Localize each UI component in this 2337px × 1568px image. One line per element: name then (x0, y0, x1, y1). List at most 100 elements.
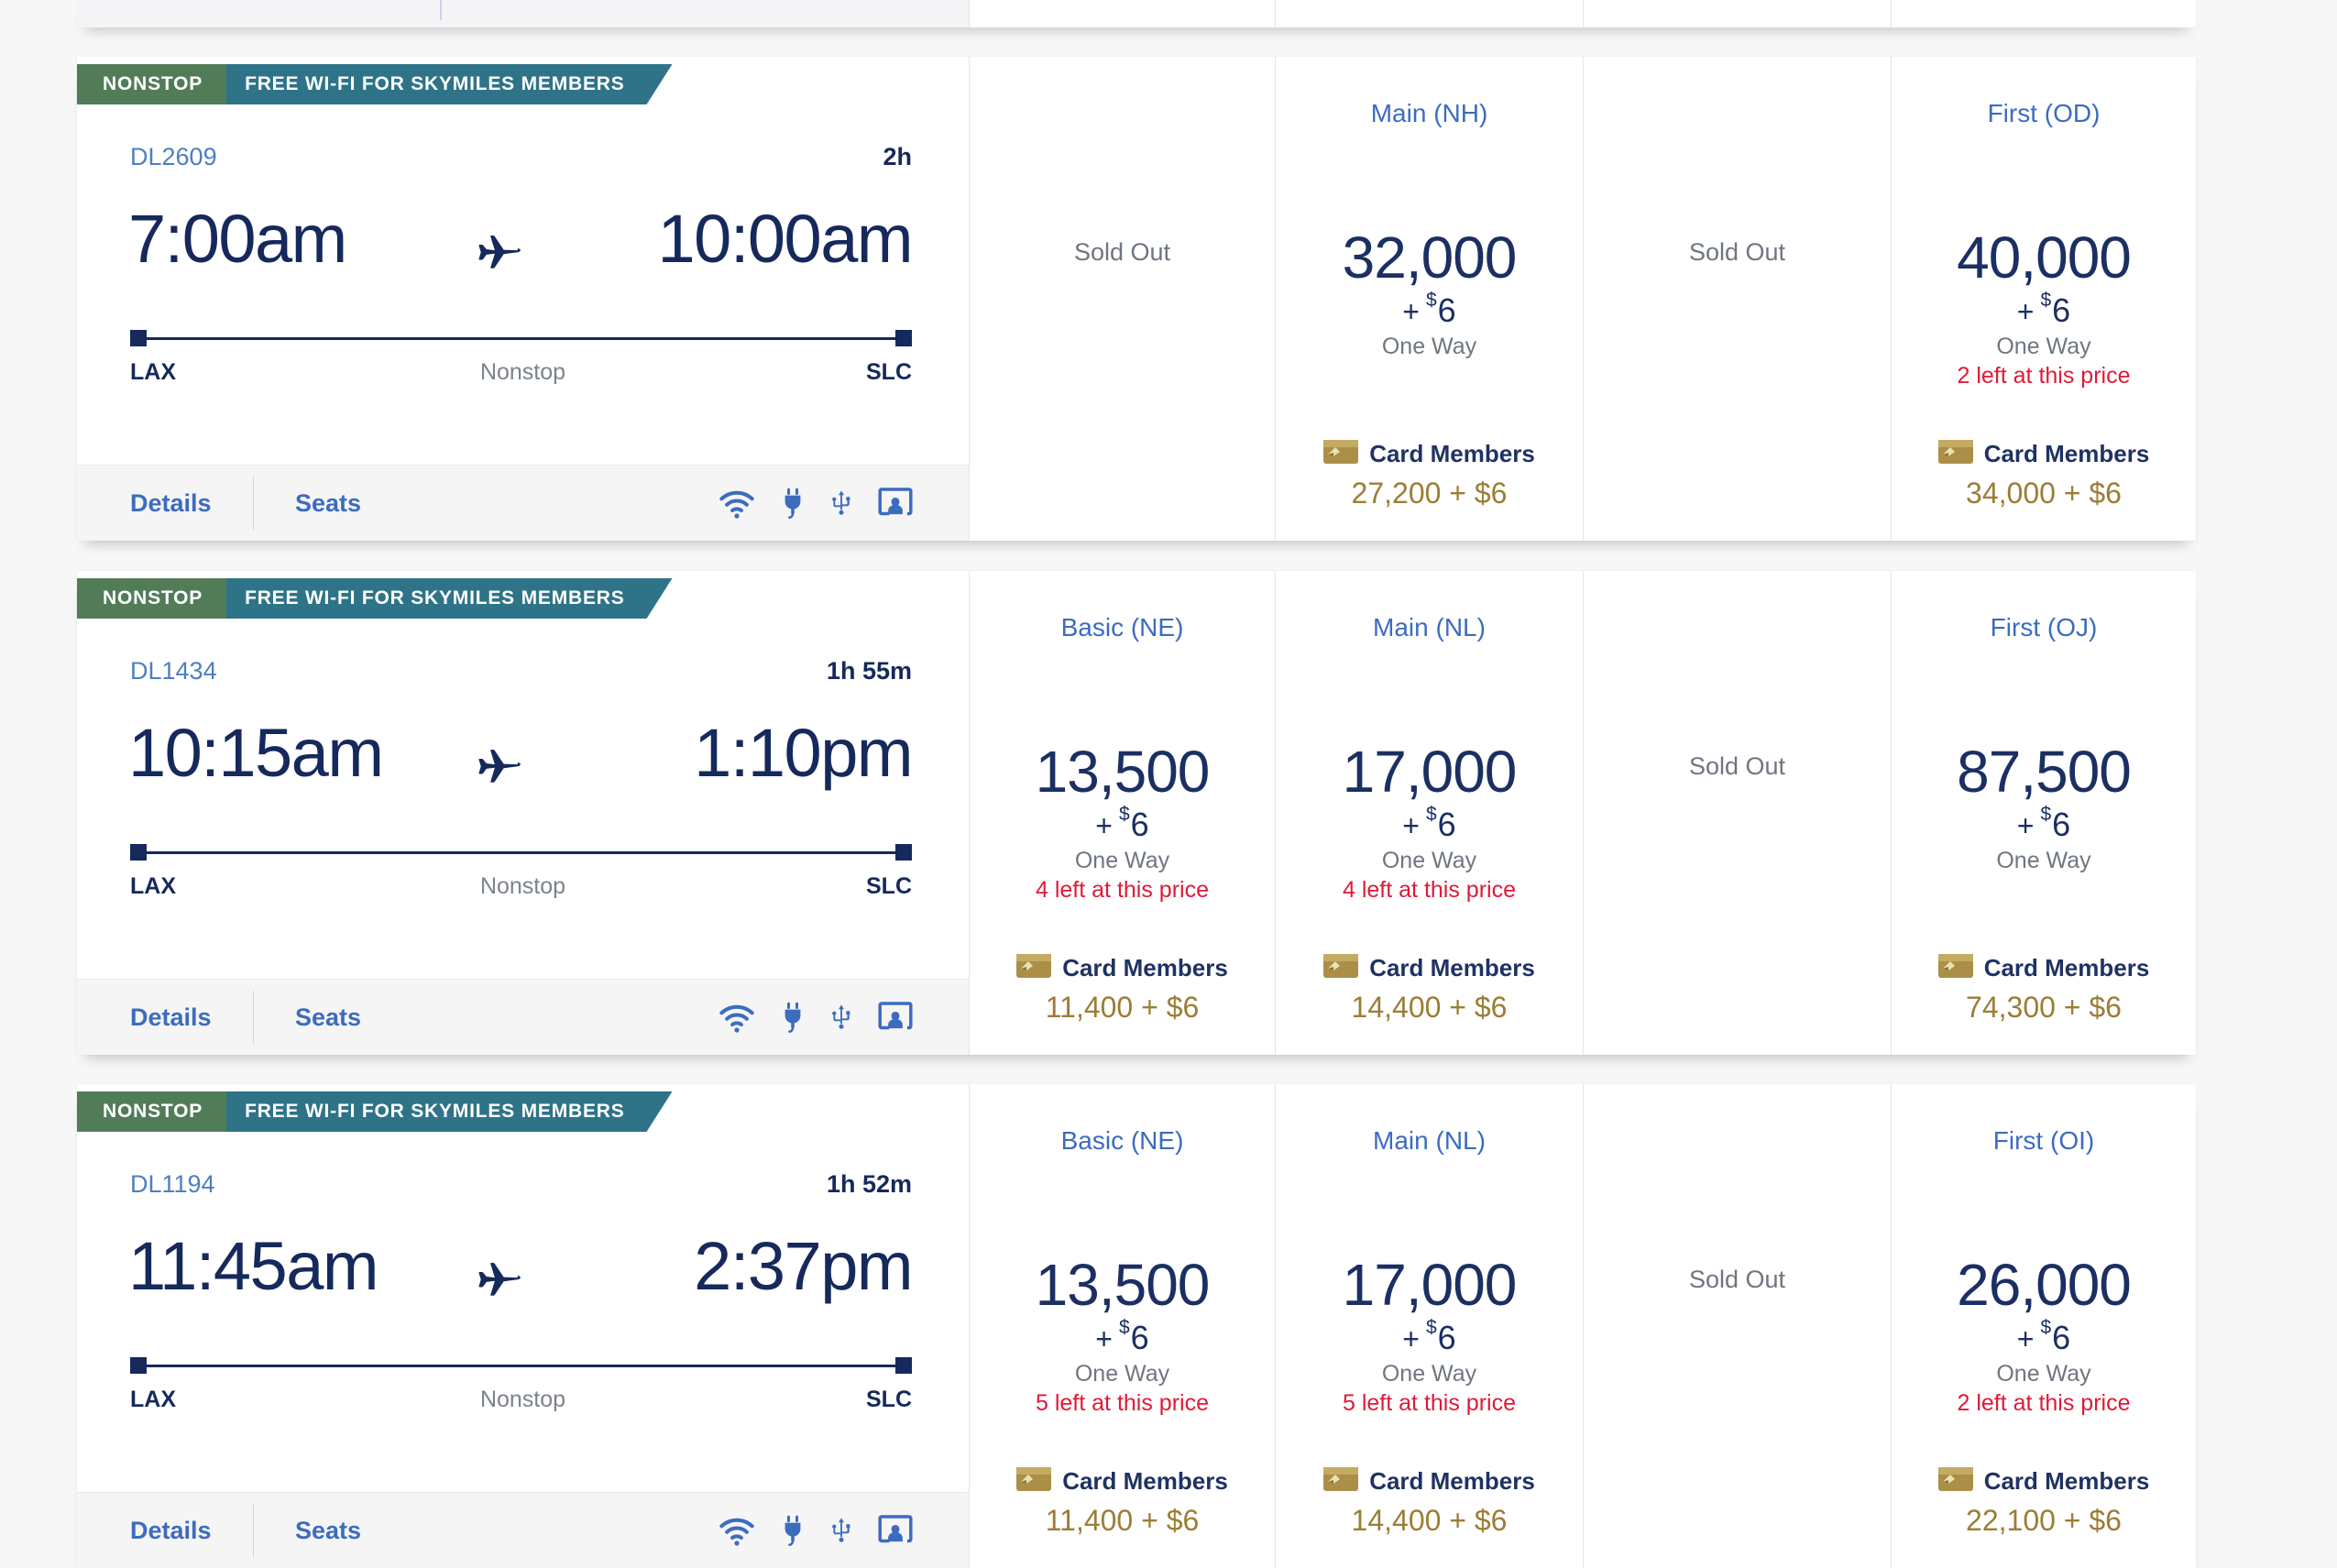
flight-number-link[interactable]: DL1194 (130, 1170, 215, 1198)
card-members-row: Card Members (1276, 954, 1583, 982)
column-divider (969, 0, 970, 27)
seats-left-warning: 4 left at this price (1343, 877, 1516, 903)
fare-miles: 17,000 (1342, 1252, 1518, 1318)
wifi-icon (716, 484, 758, 522)
airplane-icon (475, 1253, 522, 1300)
seats-left-warning: 2 left at this price (1957, 1390, 2131, 1416)
fare-brand-link[interactable]: Basic (NE) (1060, 1126, 1184, 1155)
sold-out-label: Sold Out (1073, 238, 1171, 266)
card-members-row: Card Members (1892, 954, 2196, 982)
flight-card-footer: Details Seats (77, 979, 969, 1055)
nonstop-badge: NONSTOP (77, 1091, 227, 1132)
amenity-icons (716, 1493, 917, 1568)
one-way-label: One Way (1381, 848, 1477, 873)
flight-summary-panel: NONSTOP FREE WI-FI FOR SKYMILES MEMBERS … (77, 57, 969, 541)
one-way-label: One Way (1996, 1361, 2091, 1387)
flight-number-link[interactable]: DL1434 (130, 657, 217, 685)
seats-link[interactable]: Seats (295, 1003, 362, 1031)
route-type: Nonstop (479, 1387, 566, 1412)
fare-miles: 17,000 (1342, 739, 1518, 805)
fare-brand-link[interactable]: First (OD) (1987, 99, 2101, 127)
divider (253, 477, 254, 530)
fare-cell-soldout: Sold Out (969, 57, 1275, 541)
free-wifi-badge: FREE WI-FI FOR SKYMILES MEMBERS (212, 64, 672, 104)
one-way-label: One Way (1381, 334, 1477, 359)
arrival-time: 1:10pm (694, 715, 913, 791)
seats-link[interactable]: Seats (295, 489, 362, 517)
fare-brand-link[interactable]: Main (NH) (1370, 99, 1488, 127)
details-link[interactable]: Details (130, 1003, 212, 1031)
fare-cell-first[interactable]: First (OJ) 87,500 + $6 One Way Card Membe… (1891, 571, 2196, 1055)
flight-duration: 1h 55m (826, 657, 912, 685)
fare-cell-basic[interactable]: Basic (NE) 13,500 + $6 One Way 4 left at … (969, 571, 1275, 1055)
card-members-label: Card Members (1062, 1467, 1228, 1495)
route-type: Nonstop (479, 359, 566, 385)
credit-card-icon (1937, 1467, 1973, 1496)
card-members-price: 22,100 + $6 (1966, 1504, 2122, 1537)
card-members-price: 14,400 + $6 (1351, 1504, 1508, 1537)
flight-duration: 2h (883, 143, 912, 170)
flight-badges: NONSTOP FREE WI-FI FOR SKYMILES MEMBERS (77, 64, 673, 104)
fare-cell-first[interactable]: First (OI) 26,000 + $6 One Way 2 left at … (1891, 1084, 2196, 1568)
flight-card: NONSTOP FREE WI-FI FOR SKYMILES MEMBERS … (77, 57, 2196, 541)
card-members-label: Card Members (1983, 954, 2150, 981)
flight-duration: 1h 52m (826, 1170, 912, 1198)
fare-cell-main[interactable]: Main (NH) 32,000 + $6 One Way Card Member… (1275, 57, 1583, 541)
destination-code: SLC (866, 873, 912, 899)
one-way-label: One Way (1996, 334, 2091, 359)
nonstop-badge: NONSTOP (77, 578, 227, 619)
flight-card: NONSTOP FREE WI-FI FOR SKYMILES MEMBERS … (77, 571, 2196, 1055)
seats-left-warning: 5 left at this price (1343, 1390, 1516, 1416)
entertainment-icon (873, 1511, 917, 1550)
fare-miles: 13,500 (1035, 1252, 1211, 1318)
previous-card-footer (77, 0, 969, 27)
fare-miles: 13,500 (1035, 739, 1211, 805)
fare-fee: + $6 (1095, 803, 1149, 843)
entertainment-icon (873, 998, 917, 1036)
details-link[interactable]: Details (130, 1517, 212, 1544)
fare-brand-link[interactable]: Basic (NE) (1060, 613, 1184, 641)
route-timeline (130, 844, 912, 861)
fare-cell-soldout: Sold Out (1583, 571, 1891, 1055)
amenity-icons (716, 466, 917, 541)
nonstop-badge: NONSTOP (77, 64, 227, 104)
power-icon (776, 1511, 809, 1550)
departure-time: 10:15am (128, 715, 384, 791)
fare-cell-basic[interactable]: Basic (NE) 13,500 + $6 One Way 5 left at … (969, 1084, 1275, 1568)
destination-code: SLC (866, 1387, 912, 1412)
fare-miles: 87,500 (1957, 739, 2132, 805)
free-wifi-badge: FREE WI-FI FOR SKYMILES MEMBERS (212, 578, 672, 619)
flight-summary-panel: NONSTOP FREE WI-FI FOR SKYMILES MEMBERS … (77, 1084, 969, 1568)
fare-brand-link[interactable]: Main (NL) (1373, 1126, 1486, 1155)
divider (253, 991, 254, 1044)
card-members-row: Card Members (970, 954, 1275, 982)
seats-left-warning: 2 left at this price (1957, 363, 2131, 389)
divider (253, 1504, 254, 1557)
fare-cell-main[interactable]: Main (NL) 17,000 + $6 One Way 5 left at t… (1275, 1084, 1583, 1568)
seats-link[interactable]: Seats (295, 1517, 362, 1544)
card-members-price: 11,400 + $6 (1045, 1504, 1200, 1537)
seats-left-warning: 5 left at this price (1036, 1390, 1209, 1416)
entertainment-icon (873, 484, 917, 522)
fare-brand-link[interactable]: Main (NL) (1373, 613, 1486, 641)
flight-badges: NONSTOP FREE WI-FI FOR SKYMILES MEMBERS (77, 1091, 673, 1132)
fare-fee: + $6 (2016, 1316, 2071, 1356)
fare-cell-main[interactable]: Main (NL) 17,000 + $6 One Way 4 left at t… (1275, 571, 1583, 1055)
usb-icon (828, 1511, 855, 1550)
usb-icon (828, 998, 855, 1036)
arrival-time: 2:37pm (694, 1228, 913, 1304)
fare-miles: 32,000 (1342, 225, 1518, 291)
previous-flight-card-partial (77, 0, 2196, 27)
credit-card-icon (1937, 440, 1973, 468)
fare-brand-link[interactable]: First (OJ) (1990, 613, 2098, 641)
fare-fee: + $6 (1402, 289, 1456, 329)
flight-number-link[interactable]: DL2609 (130, 143, 217, 170)
details-link[interactable]: Details (130, 489, 212, 517)
airplane-icon (475, 225, 522, 273)
fare-cell-first[interactable]: First (OD) 40,000 + $6 One Way 2 left at … (1891, 57, 2196, 541)
fare-brand-link[interactable]: First (OI) (1992, 1126, 2095, 1155)
credit-card-icon (1016, 954, 1052, 982)
credit-card-icon (1323, 1467, 1359, 1496)
card-members-label: Card Members (1062, 954, 1228, 981)
fare-fee: + $6 (2016, 803, 2071, 843)
